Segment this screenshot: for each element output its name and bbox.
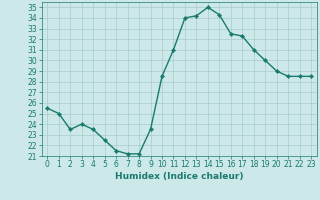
X-axis label: Humidex (Indice chaleur): Humidex (Indice chaleur) [115,172,244,181]
